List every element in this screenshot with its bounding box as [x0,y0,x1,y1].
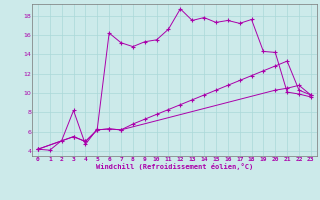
X-axis label: Windchill (Refroidissement éolien,°C): Windchill (Refroidissement éolien,°C) [96,163,253,170]
